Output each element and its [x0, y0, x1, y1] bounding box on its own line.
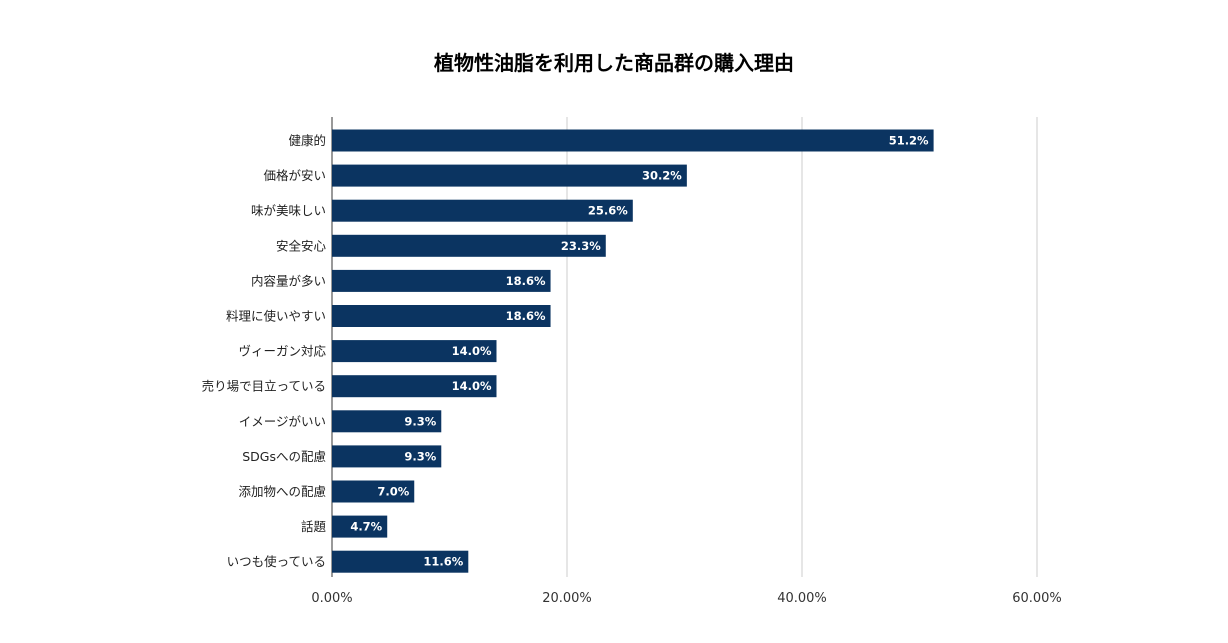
bar-value-label: 51.2%: [889, 134, 929, 148]
bar: [332, 234, 606, 257]
category-label: 話題: [301, 519, 327, 534]
category-label: イメージがいい: [239, 414, 326, 429]
bar: [332, 269, 551, 292]
bar-value-label: 23.3%: [561, 239, 601, 253]
bar: [332, 480, 415, 503]
x-tick-label: 20.00%: [542, 591, 592, 606]
bar: [332, 305, 551, 327]
bar: [332, 340, 497, 363]
category-label: 健康的: [288, 133, 326, 148]
category-label: 添加物への配慮: [238, 484, 326, 499]
category-label: ヴィーガン対応: [238, 344, 326, 359]
chart-title: 植物性油脂を利用した商品群の購入理由: [434, 51, 794, 75]
bar: [332, 515, 388, 538]
bar-value-label: 18.6%: [506, 274, 546, 288]
category-label: いつも使っている: [227, 554, 326, 569]
category-label: 内容量が多い: [251, 273, 326, 288]
bar: [332, 410, 442, 433]
bar-value-label: 4.7%: [350, 520, 382, 534]
bar-value-label: 9.3%: [404, 414, 436, 428]
category-label: 安全安心: [276, 238, 327, 253]
category-label: 味が美味しい: [251, 203, 326, 218]
bar: [332, 129, 934, 152]
bar: [332, 199, 633, 222]
bars: 51.2% 30.2% 25.6% 23.3% 18.6% 18.6% 14.0% 14.0%…: [332, 129, 934, 573]
bar-value-label: 7.0%: [377, 485, 409, 499]
bar: [332, 375, 497, 398]
x-tick-label: 0.00%: [311, 591, 352, 606]
category-label: 価格が安い: [263, 168, 326, 183]
x-axis-ticks: 0.00% 20.00% 40.00% 60.00%: [311, 591, 1061, 606]
bar: [332, 550, 469, 573]
bar-value-label: 14.0%: [452, 344, 492, 358]
category-label: SDGsへの配慮: [242, 449, 326, 464]
bar-value-label: 11.6%: [423, 555, 463, 569]
bar: [332, 445, 442, 468]
bar: [332, 164, 687, 187]
category-labels: 健康的価格が安い味が美味しい安全安心内容量が多い料理に使いやすいヴィーガン対応売…: [202, 133, 327, 569]
x-tick-label: 60.00%: [1012, 591, 1062, 606]
x-tick-label: 40.00%: [777, 591, 827, 606]
bar-value-label: 18.6%: [506, 309, 546, 323]
bar-value-label: 30.2%: [642, 169, 682, 183]
category-label: 売り場で目立っている: [202, 379, 326, 394]
bar-value-label: 9.3%: [404, 449, 436, 463]
bar-value-label: 25.6%: [588, 204, 628, 218]
category-label: 料理に使いやすい: [226, 309, 326, 324]
bar-value-label: 14.0%: [452, 379, 492, 393]
